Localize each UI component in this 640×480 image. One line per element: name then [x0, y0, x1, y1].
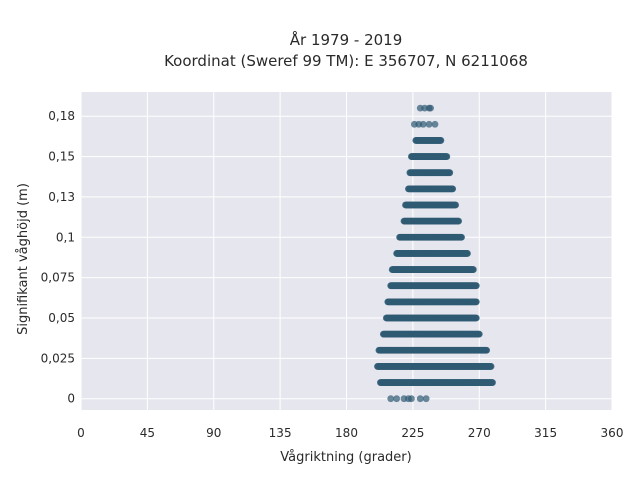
data-point [469, 266, 477, 273]
chart-subtitle: Koordinat (Sweref 99 TM): E 356707, N 62… [164, 52, 528, 70]
y-axis-label: Signifikant våghöjd (m) [16, 183, 31, 335]
data-point [452, 201, 460, 209]
data-point [487, 363, 495, 370]
data-point [472, 314, 480, 322]
data-point [431, 120, 439, 128]
chart-title: År 1979 - 2019 [290, 30, 403, 49]
data-point [446, 169, 454, 177]
y-tick-label: 0,075 [41, 271, 75, 285]
data-point [408, 395, 415, 403]
data-point [443, 153, 451, 160]
x-tick-label: 135 [269, 426, 292, 440]
x-tick-label: 45 [140, 426, 155, 440]
x-tick-label: 90 [206, 426, 221, 440]
y-tick-label: 0,13 [48, 190, 75, 204]
x-tick-label: 180 [335, 426, 358, 440]
data-point [427, 104, 434, 112]
y-tick-label: 0,05 [48, 311, 75, 325]
data-point [419, 120, 427, 128]
data-point [472, 282, 480, 290]
data-point [449, 185, 457, 193]
data-point [464, 250, 471, 257]
data-point [475, 330, 483, 338]
x-tick-label: 0 [77, 426, 85, 440]
data-point [455, 217, 462, 225]
data-point [472, 298, 480, 306]
x-tick-label: 225 [401, 426, 424, 440]
grid-lines [80, 92, 613, 410]
y-tick-label: 0,025 [41, 351, 75, 365]
data-point [416, 395, 424, 403]
x-axis-label: Vågriktning (grader) [280, 450, 411, 465]
y-tick-label: 0 [67, 392, 75, 406]
y-tick-label: 0,18 [48, 109, 75, 123]
y-tick-label: 0,15 [48, 150, 75, 164]
data-point [387, 395, 395, 403]
data-point [393, 395, 401, 403]
data-point [425, 120, 433, 128]
data-point [489, 379, 496, 386]
x-tick-label: 315 [534, 426, 557, 440]
x-axis-ticks: 0 45 90 135 180 225 270 315 360 [77, 426, 623, 440]
data-point [483, 346, 491, 354]
x-tick-label: 360 [601, 426, 624, 440]
data-points [374, 104, 496, 403]
x-tick-label: 270 [468, 426, 491, 440]
y-axis-ticks: 0 0,025 0,05 0,075 0,1 0,13 0,15 0,18 [41, 109, 75, 405]
data-point [458, 233, 465, 241]
data-point [437, 137, 445, 144]
y-tick-label: 0,1 [56, 230, 75, 244]
data-point [422, 395, 430, 403]
